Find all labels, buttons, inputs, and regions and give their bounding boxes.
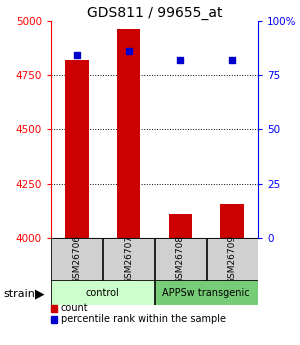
Text: strain: strain [3,289,35,299]
Text: percentile rank within the sample: percentile rank within the sample [61,315,226,324]
Text: control: control [86,288,120,298]
Text: ▶: ▶ [34,287,44,300]
Bar [103,238,154,281]
Bar [220,204,244,238]
Bar [155,238,206,281]
Bar [117,29,140,238]
Bar [51,280,154,305]
Title: GDS811 / 99655_at: GDS811 / 99655_at [87,6,222,20]
Text: APPSw transgenic: APPSw transgenic [162,288,250,298]
Point [178,57,183,62]
Text: GSM26709: GSM26709 [228,235,237,284]
Bar [51,238,103,281]
Point [74,53,79,58]
Text: count: count [61,304,88,313]
Text: GSM26707: GSM26707 [124,235,133,284]
Point [126,48,131,54]
Bar [169,214,192,238]
Bar [65,60,88,238]
Point [230,57,235,62]
Text: GSM26706: GSM26706 [72,235,81,284]
Bar [155,280,258,305]
Text: GSM26708: GSM26708 [176,235,185,284]
Bar [206,238,258,281]
